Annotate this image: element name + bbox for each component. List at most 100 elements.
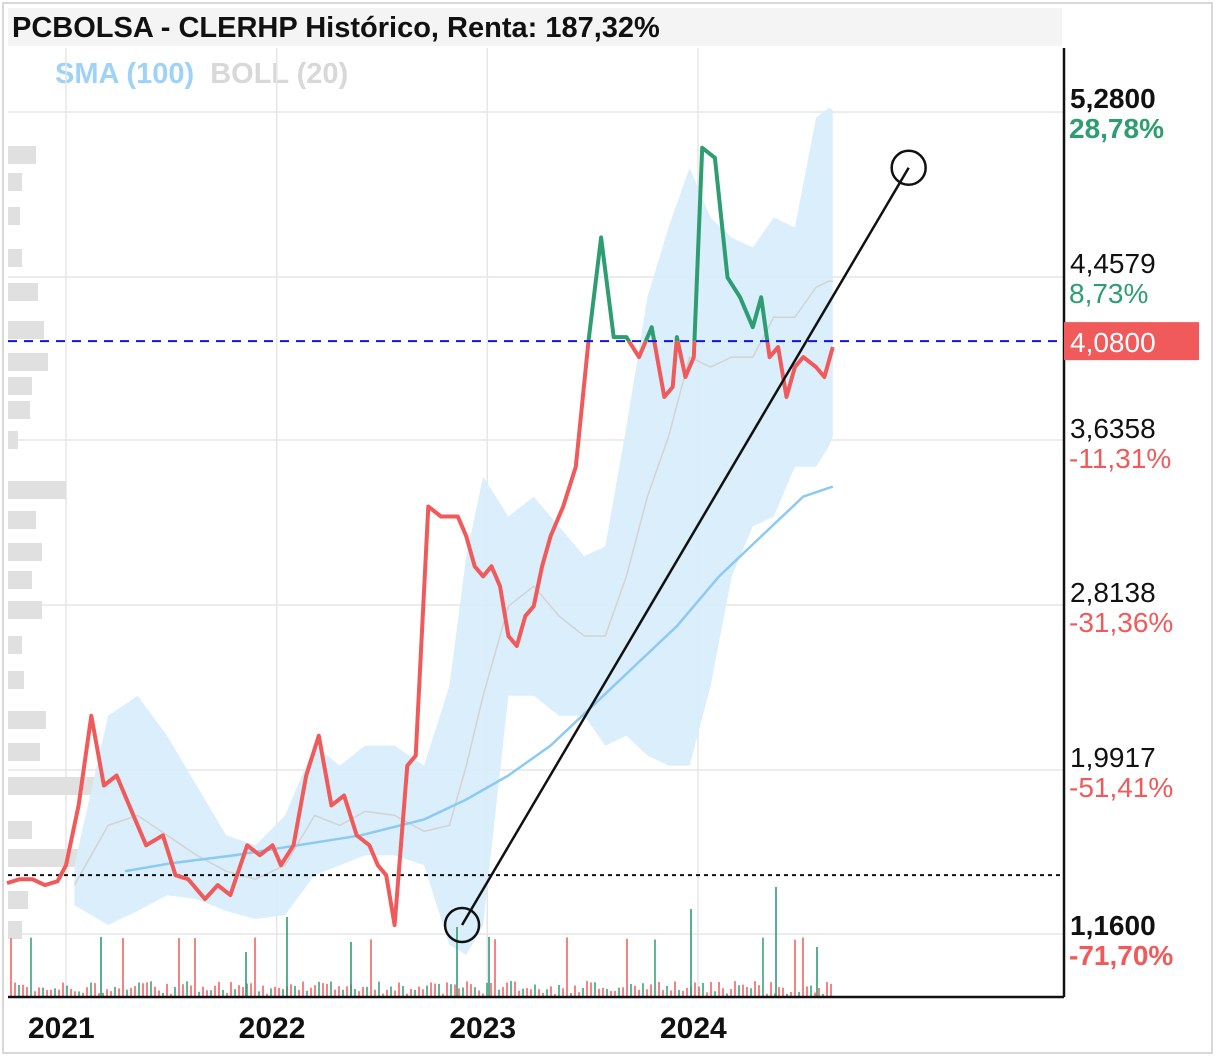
volume-bar	[538, 989, 540, 997]
volume-bar	[26, 987, 28, 997]
volume-profile-bar	[8, 571, 32, 589]
volume-bar	[342, 989, 344, 997]
volume-bar	[354, 989, 356, 997]
volume-spike	[100, 937, 102, 997]
volume-bar	[694, 982, 696, 997]
volume-bar	[626, 938, 628, 997]
volume-bar	[646, 989, 648, 997]
volume-spike	[286, 917, 288, 997]
volume-bar	[18, 984, 20, 997]
y-tick-label: 4,4579	[1070, 248, 1156, 279]
volume-profile-bar	[8, 283, 38, 301]
volume-bar	[158, 990, 160, 997]
volume-bar	[578, 992, 580, 997]
x-tick-label: 2024	[660, 1012, 727, 1045]
volume-bar	[102, 992, 104, 997]
volume-bar	[366, 986, 368, 997]
volume-bar	[106, 989, 108, 997]
volume-bar	[306, 990, 308, 997]
volume-bar	[570, 993, 572, 997]
volume-bar	[826, 982, 828, 997]
volume-bar	[706, 992, 708, 997]
volume-bar	[370, 939, 372, 997]
volume-profile-bar	[8, 821, 32, 839]
volume-bar	[138, 982, 140, 997]
volume-bar	[750, 988, 752, 997]
volume-bar	[198, 991, 200, 997]
volume-bar	[558, 984, 560, 997]
volume-bar	[146, 982, 148, 997]
volume-bar	[214, 985, 216, 997]
volume-bar	[162, 992, 164, 997]
volume-bar	[150, 981, 152, 997]
volume-bar	[66, 985, 68, 997]
volume-bar	[830, 983, 832, 997]
volume-bar	[482, 993, 484, 997]
volume-bar	[38, 987, 40, 997]
volume-bar	[682, 990, 684, 997]
volume-bar	[398, 982, 400, 997]
volume-profile-bar	[8, 249, 22, 267]
volume-bar	[226, 992, 228, 997]
volume-bar	[194, 938, 196, 997]
volume-bar	[814, 992, 816, 997]
volume-bar	[210, 990, 212, 997]
volume-bar	[702, 983, 704, 997]
volume-bar	[382, 993, 384, 997]
volume-bar	[254, 937, 256, 997]
volume-bar	[762, 937, 764, 997]
volume-bar	[770, 982, 772, 997]
volume-bar	[250, 983, 252, 997]
price-line-down	[6, 341, 835, 927]
volume-bar	[470, 984, 472, 997]
volume-bar	[422, 989, 424, 997]
volume-bar	[270, 988, 272, 997]
volume-bar	[274, 986, 276, 997]
current-price-label: 4,0800	[1070, 327, 1156, 358]
volume-bar	[602, 987, 604, 997]
volume-bar	[322, 983, 324, 997]
volume-bar	[426, 985, 428, 997]
volume-bar	[714, 991, 716, 997]
volume-profile-bar	[8, 891, 28, 909]
volume-bar	[234, 989, 236, 997]
volume-bar	[642, 983, 644, 997]
volume-bar	[782, 987, 784, 997]
bollinger-band	[74, 108, 833, 955]
legend-sma[interactable]: SMA (100)	[55, 58, 195, 90]
volume-bar	[126, 989, 128, 997]
volume-profile-bar	[8, 431, 18, 449]
volume-bar	[82, 992, 84, 997]
legend-boll[interactable]: BOLL (20)	[210, 58, 349, 90]
volume-bar	[510, 981, 512, 997]
volume-bar	[218, 981, 220, 997]
volume-bar	[86, 987, 88, 997]
volume-bar	[46, 990, 48, 997]
volume-bar	[822, 993, 824, 997]
volume-bar	[130, 987, 132, 997]
volume-bar	[490, 983, 492, 997]
volume-bar	[574, 985, 576, 997]
y-tick-percent: -71,70%	[1069, 940, 1173, 971]
volume-spike	[245, 952, 247, 997]
volume-bar	[258, 991, 260, 997]
volume-bar	[290, 984, 292, 997]
volume-bar	[766, 993, 768, 997]
volume-bar	[638, 989, 640, 997]
volume-profile-bar	[8, 146, 36, 164]
volume-bar	[634, 985, 636, 997]
volume-bar	[318, 981, 320, 997]
volume-bar	[182, 984, 184, 997]
volume-bar	[326, 983, 328, 997]
y-tick-percent: -31,36%	[1069, 607, 1173, 638]
volume-bar	[658, 981, 660, 997]
volume-bar	[438, 983, 440, 997]
volume-bar	[394, 990, 396, 997]
volume-bar	[70, 988, 72, 997]
volume-bar	[94, 983, 96, 997]
volume-bar	[238, 985, 240, 997]
volume-bar	[606, 989, 608, 997]
y-tick-label: 5,2800	[1070, 83, 1156, 114]
